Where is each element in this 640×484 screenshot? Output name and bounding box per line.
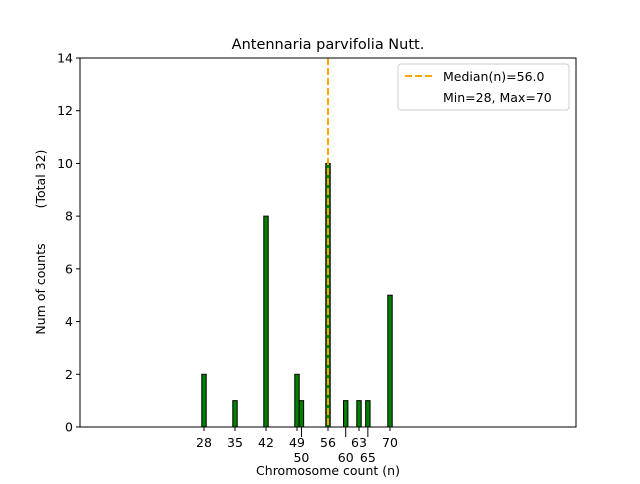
y-tick-label: 2 xyxy=(65,367,73,382)
x-tick-label: 50 xyxy=(293,450,309,465)
bar-70 xyxy=(387,294,393,428)
x-tick-label: 60 xyxy=(338,450,354,465)
bar-60 xyxy=(343,400,349,428)
bar-28 xyxy=(201,373,207,428)
x-tick-label: 49 xyxy=(289,435,305,450)
x-tick-label: 28 xyxy=(196,435,212,450)
bar-42 xyxy=(263,215,269,428)
bar-50 xyxy=(298,400,305,428)
bar-65 xyxy=(365,400,371,428)
legend-box xyxy=(397,63,570,111)
bar-49 xyxy=(294,373,300,428)
bar-63 xyxy=(356,400,362,428)
legend-median-label: Median(n)=56.0 xyxy=(443,69,544,84)
x-tick-label: 70 xyxy=(382,435,398,450)
y-tick-label: 6 xyxy=(65,261,73,276)
y-axis-label: Num of counts xyxy=(33,243,48,334)
y-tick-label: 8 xyxy=(65,209,73,224)
x-tick-label: 65 xyxy=(360,450,376,465)
y-tick-label: 10 xyxy=(57,156,73,171)
x-tick-label: 35 xyxy=(227,435,243,450)
bar-35 xyxy=(232,400,238,428)
y-axis-total-label: (Total 32) xyxy=(33,150,48,209)
y-tick-label: 4 xyxy=(65,314,73,329)
y-tick-label: 0 xyxy=(65,420,73,435)
x-axis-label: Chromosome count (n) xyxy=(256,463,400,478)
x-tick-label: 56 xyxy=(320,435,336,450)
chart-title: Antennaria parvifolia Nutt. xyxy=(232,37,425,53)
y-tick-label: 12 xyxy=(57,103,73,118)
legend-minmax-label: Min=28, Max=70 xyxy=(443,90,552,105)
x-tick-label: 42 xyxy=(258,435,274,450)
legend: Median(n)=56.0 Min=28, Max=70 xyxy=(397,63,570,111)
x-tick-label: 63 xyxy=(351,435,367,450)
y-tick-label: 14 xyxy=(57,51,73,66)
